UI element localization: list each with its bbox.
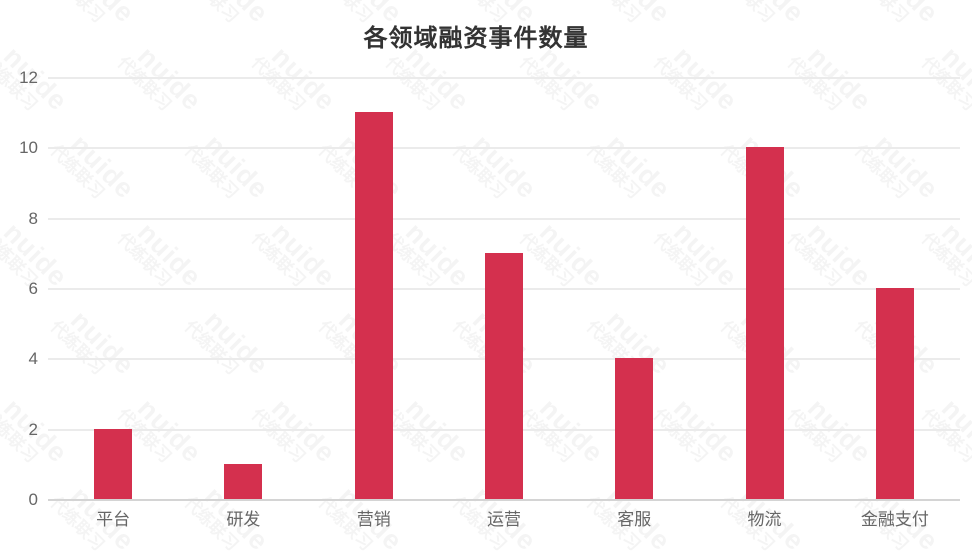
x-tick-label-金融支付: 金融支付 xyxy=(860,510,929,529)
y-tick-label-8: 8 xyxy=(28,208,38,228)
chart-title: 各领域融资事件数量 xyxy=(363,25,589,52)
y-tick-label-10: 10 xyxy=(19,138,38,158)
x-tick-label-客服: 客服 xyxy=(617,510,652,529)
bar-物流[interactable] xyxy=(745,147,784,499)
x-tick-label-物流: 物流 xyxy=(747,510,782,529)
x-axis-line xyxy=(48,499,960,501)
y-tick-label-12: 12 xyxy=(19,68,38,87)
bar-营销[interactable] xyxy=(354,112,393,499)
bar-研发[interactable] xyxy=(224,463,263,499)
gridline-12 xyxy=(48,77,960,79)
gridline-8 xyxy=(48,217,960,220)
y-tick-label-6: 6 xyxy=(28,279,38,298)
x-tick-label-运营: 运营 xyxy=(486,510,521,529)
bar-金融支付[interactable] xyxy=(875,288,914,499)
gridline-10 xyxy=(48,147,960,150)
plot-area xyxy=(48,77,960,501)
x-tick-label-平台: 平台 xyxy=(96,510,131,529)
bar-客服[interactable] xyxy=(615,358,654,499)
x-tick-label-研发: 研发 xyxy=(226,510,261,529)
bar-运营[interactable] xyxy=(485,252,523,499)
y-tick-label-4: 4 xyxy=(28,349,38,369)
bar-平台[interactable] xyxy=(94,428,133,499)
y-tick-label-2: 2 xyxy=(28,419,38,439)
x-axis: 平台 研发 营销 运营 客服 物流 金融支付 xyxy=(48,509,960,531)
y-tick-label-0: 0 xyxy=(28,490,38,509)
y-axis: 0 2 4 6 8 10 12 xyxy=(0,68,38,509)
x-tick-label-营销: 营销 xyxy=(356,510,391,529)
